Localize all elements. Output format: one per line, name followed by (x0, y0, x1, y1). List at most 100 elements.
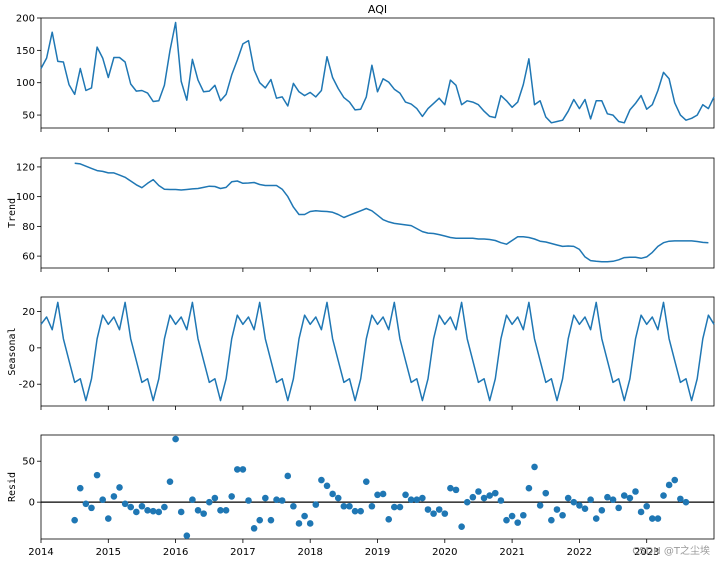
resid-point (284, 472, 292, 480)
y-tick-label: 100 (16, 78, 35, 89)
resid-point (682, 498, 690, 506)
resid-point (205, 498, 213, 506)
panel-title: AQI (368, 3, 387, 16)
resid-point (133, 508, 140, 516)
resid-point (536, 502, 544, 509)
x-tick-label: 2022 (567, 547, 592, 558)
resid-point (458, 523, 465, 531)
resid-point (88, 504, 95, 512)
y-tick-label: 0 (29, 343, 35, 354)
series-line (74, 162, 709, 263)
resid-point (110, 493, 118, 500)
resid-point (351, 507, 359, 515)
resid-point (329, 490, 336, 498)
resid-point (245, 497, 252, 504)
resid-point (127, 503, 135, 511)
axes-frame (40, 434, 715, 540)
resid-point (435, 506, 443, 513)
resid-point (626, 494, 634, 502)
resid-point (441, 510, 449, 517)
y-tick-label: 150 (16, 46, 35, 57)
resid-point (233, 466, 241, 473)
x-tick-label: 2017 (230, 547, 255, 558)
y-axis-label: Trend (7, 198, 18, 228)
resid-point (497, 497, 505, 504)
resid-point (267, 516, 275, 524)
resid-point (620, 492, 628, 499)
resid-point (166, 478, 174, 485)
resid-point (407, 496, 415, 503)
resid-point (149, 507, 157, 515)
resid-point (262, 494, 269, 502)
resid-point (340, 502, 348, 510)
resid-point (318, 476, 325, 484)
series-line (40, 301, 715, 402)
resid-point (183, 532, 191, 540)
resid-point (256, 516, 264, 524)
resid-point (637, 508, 645, 516)
resid-point (525, 484, 533, 492)
resid-point (402, 491, 409, 499)
resid-point (553, 506, 561, 513)
resid-point (581, 505, 589, 513)
resid-point (542, 489, 550, 497)
y-tick-label: 200 (16, 14, 35, 25)
resid-point (447, 484, 454, 492)
resid-point (273, 496, 280, 503)
resid-point (452, 486, 460, 494)
resid-point (486, 492, 493, 499)
resid-point (105, 515, 112, 522)
resid-point (200, 510, 207, 517)
resid-point (430, 510, 437, 517)
resid-point (82, 500, 90, 508)
resid-point (99, 496, 106, 503)
y-tick-label: 120 (16, 162, 35, 173)
resid-point (413, 496, 421, 503)
resid-point (480, 494, 488, 502)
series-line (40, 21, 715, 124)
resid-point (239, 466, 247, 473)
resid-point (665, 481, 673, 489)
axes-frame (40, 296, 715, 407)
x-tick-label: 2018 (297, 547, 322, 558)
axes-frame (40, 157, 715, 269)
resid-point (424, 506, 432, 513)
resid-point (290, 502, 297, 510)
resid-point (374, 491, 381, 499)
resid-point (155, 508, 163, 516)
resid-point (71, 516, 78, 524)
resid-point (228, 493, 235, 500)
resid-point (177, 508, 185, 516)
resid-point (604, 493, 611, 501)
resid-point (508, 512, 516, 520)
axes-frame (40, 17, 715, 129)
resid-point (144, 507, 151, 514)
resid-point (301, 512, 308, 520)
resid-point (222, 507, 230, 514)
y-tick-label: 80 (22, 222, 35, 233)
resid-point (172, 435, 179, 443)
resid-point (587, 496, 594, 503)
resid-point (632, 488, 639, 495)
x-tick-label: 2021 (499, 547, 524, 558)
y-tick-label: 20 (22, 307, 35, 318)
resid-point (334, 494, 342, 502)
resid-point (660, 492, 667, 499)
resid-point (189, 496, 196, 503)
y-tick-label: 100 (16, 192, 35, 203)
resid-point (368, 502, 376, 510)
resid-point (278, 497, 286, 504)
resid-point (138, 502, 146, 510)
y-tick-label: 60 (22, 252, 35, 263)
resid-point (559, 511, 566, 519)
y-axis-label: Resid (7, 472, 18, 502)
resid-point (671, 476, 679, 484)
resid-point (161, 503, 168, 511)
resid-point (211, 494, 219, 502)
resid-point (93, 471, 101, 479)
resid-point (491, 489, 499, 497)
resid-point (357, 507, 364, 515)
y-tick-label: 50 (22, 457, 35, 468)
x-tick-label: 2020 (432, 547, 457, 558)
